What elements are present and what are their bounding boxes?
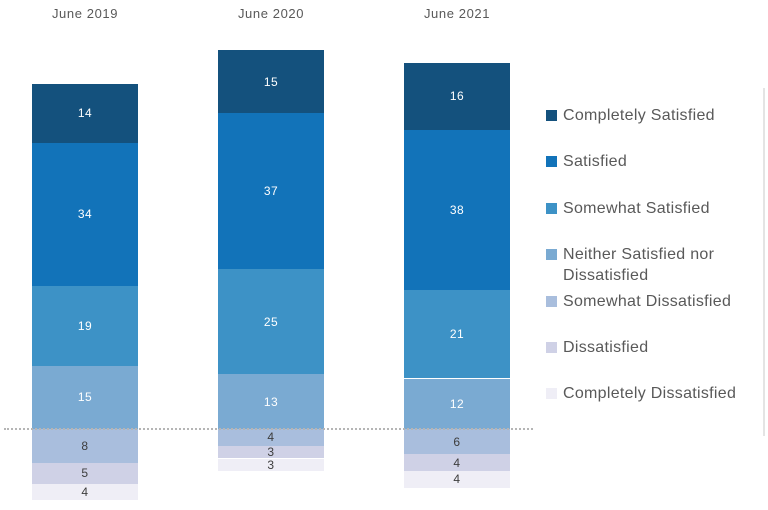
bar-segment: 38: [404, 130, 510, 291]
bar-segment-label: 13: [263, 394, 279, 409]
bar-segment: 5: [32, 462, 138, 484]
legend-swatch: [546, 388, 557, 400]
legend-swatch: [546, 342, 557, 353]
bar-segment: 8: [32, 429, 138, 463]
legend-label: Dissatisfied: [563, 339, 649, 356]
legend-label: Somewhat Satisfied: [563, 199, 710, 217]
legend-item: Somewhat Satisfied: [546, 199, 762, 220]
bar-segment-label: 25: [263, 314, 279, 329]
legend-swatch: [546, 249, 557, 261]
bar-segment-label: 16: [449, 89, 465, 104]
bar-segment-label: 37: [263, 184, 279, 199]
bar-segment: 4: [404, 454, 510, 472]
legend-item: Neither Satisfied nor Dissatisfied: [546, 245, 762, 287]
column-header: June 2019: [51, 6, 119, 21]
legend-label: Neither Satisfied nor Dissatisfied: [563, 246, 715, 284]
bar-segment-label: 14: [77, 106, 93, 121]
bar-segment: 14: [32, 83, 138, 143]
bar-segment-label: 34: [77, 207, 93, 222]
legend-item: Completely Satisfied: [546, 106, 762, 127]
legend-label: Somewhat Dissatisfied: [563, 292, 732, 310]
bar-segment: 6: [404, 429, 510, 455]
bar-segment: 4: [218, 429, 324, 446]
bar-segment: 16: [404, 62, 510, 131]
bar-segment-label: 4: [81, 485, 89, 500]
legend-item: Completely Dissatisfied: [546, 384, 762, 405]
bar-segment: 15: [32, 365, 138, 429]
bar-segment-label: 6: [453, 434, 461, 449]
legend-label: Completely Dissatisfied: [563, 385, 737, 403]
bar-segment-label: 19: [77, 318, 93, 333]
bar-segment-label: 4: [453, 455, 461, 470]
bar-segment-label: 38: [449, 203, 465, 218]
bar-segment: 4: [32, 483, 138, 501]
bar-segment-label: 12: [449, 396, 465, 411]
bar-segment: 19: [32, 285, 138, 366]
bar-segment-label: 3: [267, 457, 275, 472]
legend-swatch: [546, 156, 557, 168]
bar-segment-label: 3: [267, 445, 275, 460]
legend-item: Satisfied: [546, 152, 762, 173]
legend-label: Completely Satisfied: [563, 107, 715, 124]
bar-segment-label: 15: [77, 390, 93, 405]
bar-segment-label: 21: [449, 327, 465, 342]
legend-swatch: [546, 202, 557, 214]
bar-segment: 12: [404, 378, 510, 429]
legend-right-border: [763, 88, 765, 436]
legend-swatch: [546, 110, 557, 121]
bar-segment: 4: [404, 471, 510, 488]
bar-segment: 15: [218, 50, 324, 114]
bar-segment: 37: [218, 113, 324, 270]
bar-segment: 21: [404, 290, 510, 379]
legend-item: Dissatisfied: [546, 338, 762, 359]
bar-segment-label: 4: [267, 430, 275, 445]
bar-segment-label: 15: [263, 74, 279, 89]
bar-segment: 34: [32, 142, 138, 286]
bar-segment: 25: [218, 269, 324, 375]
bar-segment: 13: [218, 374, 324, 429]
legend-item: Somewhat Dissatisfied: [546, 292, 762, 313]
column-header: June 2020: [237, 6, 305, 21]
bar-segment-label: 5: [81, 466, 89, 481]
legend-swatch: [546, 295, 557, 307]
column-header: June 2021: [423, 6, 491, 21]
bar-segment: 3: [218, 445, 324, 460]
zero-divider-line: [4, 428, 533, 430]
bar-segment-label: 8: [81, 438, 89, 453]
bar-segment-label: 4: [453, 472, 461, 487]
bar-segment: 3: [218, 457, 324, 472]
legend-label: Satisfied: [563, 153, 628, 171]
